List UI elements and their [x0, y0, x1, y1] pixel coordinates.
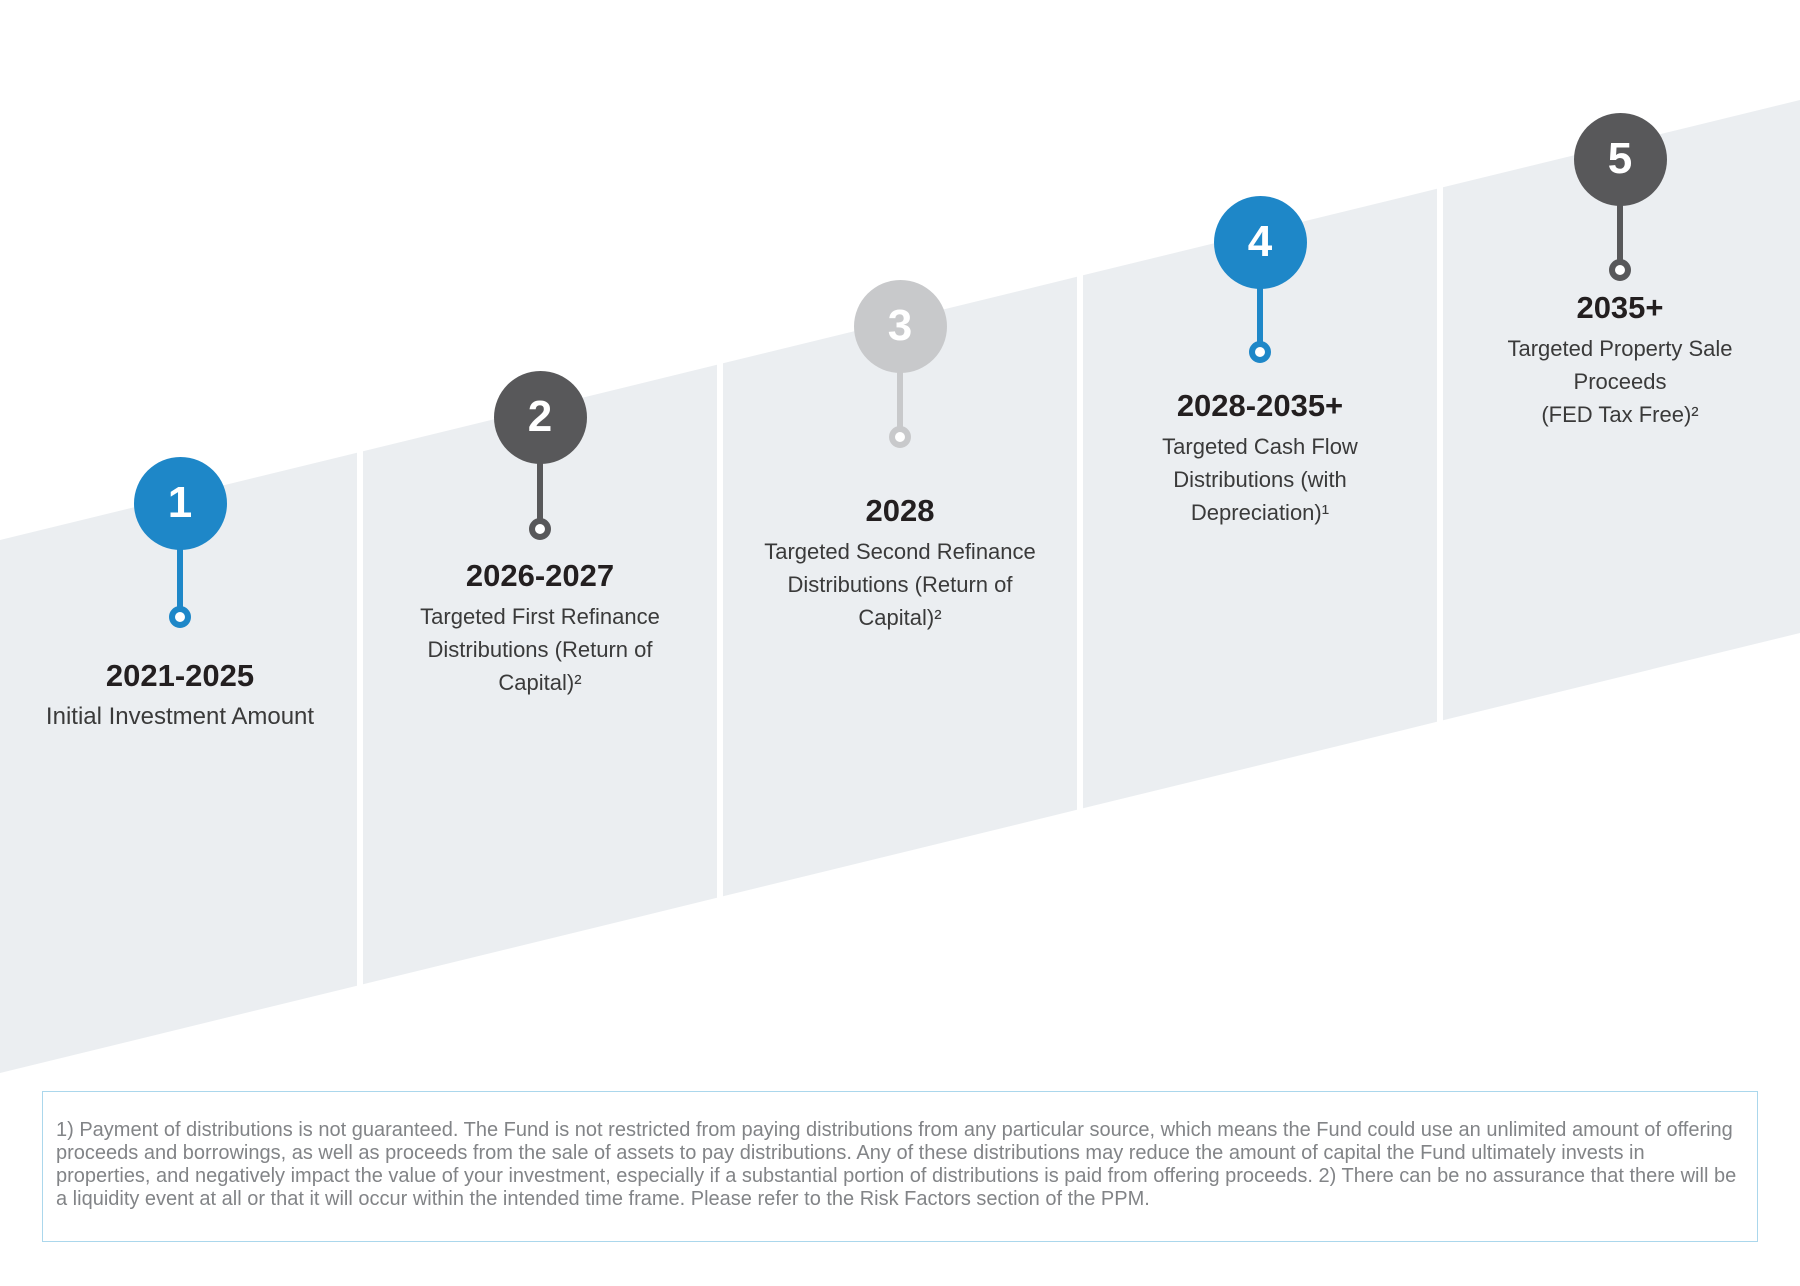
- milestone-4-stem: [1257, 242, 1263, 352]
- footnote-text: 1) Payment of distributions is not guara…: [56, 1119, 1737, 1210]
- milestone-5-desc-line: (FED Tax Free)²: [1541, 402, 1699, 427]
- milestone-4-ring: [1249, 341, 1271, 363]
- milestone-2-desc-line: Targeted First Refinance: [420, 604, 660, 629]
- milestone-5-text: 2035+ Targeted Property Sale Proceeds (F…: [1450, 290, 1790, 431]
- milestone-2-text: 2026-2027 Targeted First Refinance Distr…: [370, 558, 710, 699]
- milestone-4-years: 2028-2035+: [1176, 388, 1344, 423]
- milestone-4-number: 4: [1247, 217, 1273, 266]
- band-segment-4: [1083, 188, 1437, 809]
- milestone-4-circle: 4: [1213, 195, 1307, 289]
- milestone-2-circle: 2: [493, 370, 587, 464]
- milestone-3-number: 3: [887, 301, 913, 350]
- band-segment-1: [0, 452, 357, 1073]
- milestone-1-number: 1: [167, 478, 193, 527]
- milestone-5-ring: [1609, 259, 1631, 281]
- milestone-4-desc: Targeted Cash Flow Distributions (with D…: [1090, 430, 1430, 529]
- milestone-4-desc-line: Targeted Cash Flow: [1162, 434, 1358, 459]
- milestone-4-desc-line: Distributions (with: [1173, 467, 1347, 492]
- milestone-3-desc-line: Targeted Second Refinance: [764, 539, 1036, 564]
- milestone-3-stem: [897, 326, 903, 437]
- footnote-box: 1) Payment of distributions is not guara…: [42, 1091, 1758, 1242]
- milestone-1-desc-line: Initial Investment Amount: [45, 703, 315, 730]
- band-segment-2: [363, 364, 717, 985]
- milestone-5-circle: 5: [1573, 112, 1667, 206]
- milestone-1-years: 2021-2025: [105, 658, 255, 693]
- milestone-1-circle: 1: [133, 456, 227, 550]
- milestone-2-desc-line: Capital)²: [498, 670, 582, 695]
- milestone-1-text: 2021-2025 Initial Investment Amount: [10, 658, 350, 733]
- milestone-2-desc: Targeted First Refinance Distributions (…: [370, 600, 710, 699]
- milestone-2-ring: [529, 518, 551, 540]
- milestone-3-circle: 3: [853, 279, 947, 373]
- milestone-3-desc: Targeted Second Refinance Distributions …: [730, 535, 1070, 634]
- milestone-1-desc: Initial Investment Amount: [10, 700, 350, 733]
- milestone-3-desc-line: Distributions (Return of: [787, 572, 1013, 597]
- milestone-5-stem: [1617, 159, 1623, 270]
- milestone-2-years: 2026-2027: [465, 558, 615, 593]
- milestone-3-ring: [889, 426, 911, 448]
- milestone-5-desc-line: Proceeds: [1573, 369, 1667, 394]
- milestone-1-ring: [169, 606, 191, 628]
- band-segment-5: [1443, 100, 1800, 721]
- milestone-4-desc-line: Depreciation)¹: [1190, 500, 1330, 525]
- milestone-5-desc: Targeted Property Sale Proceeds (FED Tax…: [1450, 332, 1790, 431]
- milestone-1-stem: [177, 503, 183, 617]
- milestone-3-text: 2028 Targeted Second Refinance Distribut…: [730, 493, 1070, 634]
- milestone-3-desc-line: Capital)²: [858, 605, 942, 630]
- milestone-2-number: 2: [527, 392, 553, 441]
- milestone-3-years: 2028: [865, 493, 935, 528]
- milestone-2-stem: [537, 417, 543, 529]
- milestone-5-desc-line: Targeted Property Sale: [1507, 336, 1733, 361]
- milestone-5-number: 5: [1607, 134, 1633, 183]
- milestone-5-years: 2035+: [1576, 290, 1664, 325]
- band-segment-3: [723, 276, 1077, 897]
- milestone-2-desc-line: Distributions (Return of: [427, 637, 653, 662]
- milestone-4-text: 2028-2035+ Targeted Cash Flow Distributi…: [1090, 388, 1430, 529]
